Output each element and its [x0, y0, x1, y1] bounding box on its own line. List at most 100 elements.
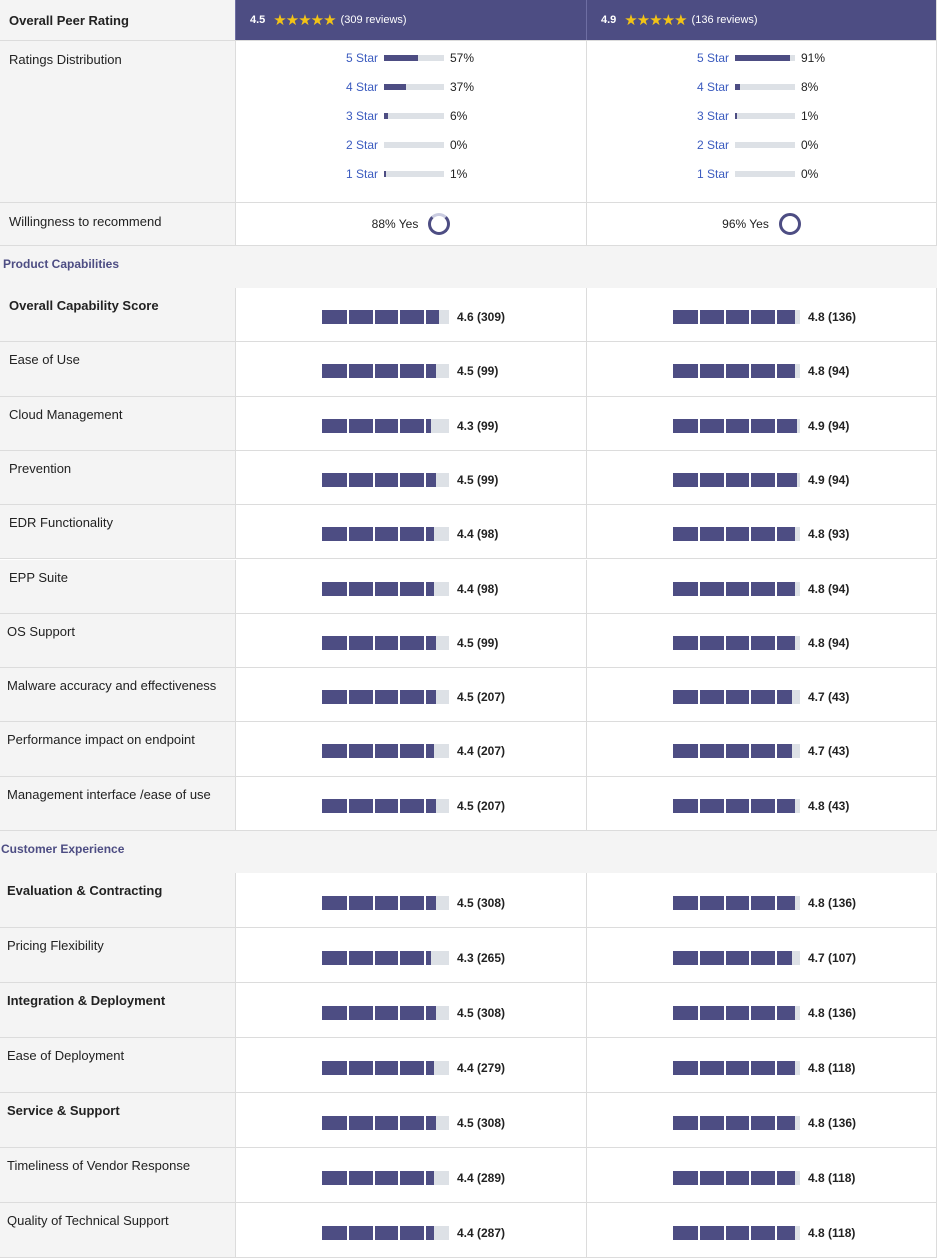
score-bar-divider [749, 527, 752, 542]
score-bar-divider [347, 896, 350, 910]
score-bar-divider [723, 744, 726, 759]
score-text: 4.5 (99) [457, 364, 499, 379]
score-bar-fill [322, 896, 437, 910]
distribution-bar-track [384, 113, 444, 119]
score-bar-divider [347, 1061, 350, 1075]
score-bar-divider [698, 1006, 701, 1020]
star-filter-link[interactable]: 2 Star [345, 138, 378, 152]
score-bar: 4.4 (98) [322, 581, 498, 596]
score-bar-divider [423, 951, 426, 965]
star-filter-link[interactable]: 3 Star [696, 109, 729, 123]
willingness-text: 96% Yes [722, 217, 769, 231]
star-filter-link[interactable]: 1 Star [345, 167, 378, 181]
star-filter-link[interactable]: 5 Star [696, 51, 729, 65]
capability-row: Integration & Deployment 4.5 (308) 4.8 (13… [0, 983, 937, 1038]
score-bar-fill [673, 1116, 795, 1130]
score-bar-divider [749, 690, 752, 705]
score-bar-divider [398, 690, 401, 705]
score-bar-track [673, 472, 800, 487]
ratings-distribution-row: Ratings Distribution 5 Star 57% 4 Star 37% 3… [0, 41, 937, 203]
score-bar: 4.5 (207) [322, 690, 506, 705]
star-filter-link[interactable]: 4 Star [696, 80, 729, 94]
capability-row: Ease of Use 4.5 (99) 4.8 (94) [0, 342, 937, 397]
score-bar-track [322, 418, 449, 433]
vendor-2-reviews[interactable]: (136 reviews) [691, 14, 758, 26]
score-bar-fill [673, 527, 795, 542]
score-bar-divider [372, 310, 375, 324]
capability-label: EDR Functionality [0, 505, 235, 559]
overall-peer-rating-label: Overall Peer Rating [0, 0, 235, 40]
score-bar-fill [673, 951, 793, 965]
score-bar: 4.8 (94) [673, 364, 849, 379]
distribution-bar-track [735, 113, 795, 119]
score-bar-divider [698, 418, 701, 433]
score-bar-track [673, 527, 800, 542]
vendor-1-score-cell: 4.4 (98) [235, 505, 586, 559]
score-bar-divider [372, 472, 375, 487]
distribution-bar-track [384, 84, 444, 90]
star-filter-link[interactable]: 3 Star [345, 109, 378, 123]
score-bar-divider [698, 1116, 701, 1130]
score-bar-track [673, 1006, 800, 1020]
score-text: 4.5 (207) [457, 690, 506, 705]
score-bar: 4.8 (93) [673, 527, 849, 542]
score-bar-divider [423, 690, 426, 705]
vendor-2-score-cell: 4.8 (94) [586, 559, 937, 613]
distribution-percent: 57% [450, 51, 475, 65]
score-bar-divider [398, 418, 401, 433]
score-bar: 4.8 (118) [673, 1061, 855, 1075]
score-text: 4.8 (136) [808, 896, 857, 910]
capability-label: Cloud Management [0, 396, 235, 450]
score-bar-divider [347, 1171, 350, 1185]
capability-row: Prevention 4.5 (99) 4.9 (94) [0, 450, 937, 506]
score-bar: 4.3 (99) [322, 418, 498, 433]
vendor-2-score-cell: 4.8 (118) [586, 1148, 937, 1202]
score-bar-divider [423, 418, 426, 433]
score-bar-divider [423, 896, 426, 910]
distribution-bar-fill [384, 171, 386, 177]
score-bar-divider [749, 1171, 752, 1185]
vendor-1-score-cell: 4.5 (99) [235, 613, 586, 668]
distribution-bar-fill [384, 55, 419, 61]
score-bar-divider [372, 1061, 375, 1075]
score-bar-divider [347, 1226, 350, 1240]
score-bar: 4.4 (287) [322, 1226, 505, 1240]
score-bar: 4.7 (43) [673, 744, 850, 759]
score-bar: 4.8 (118) [673, 1171, 855, 1185]
distribution-bar-fill [384, 84, 407, 90]
score-text: 4.7 (43) [808, 744, 850, 759]
score-bar-divider [423, 1116, 426, 1130]
score-bar-divider [723, 472, 726, 487]
star-filter-link[interactable]: 2 Star [696, 138, 729, 152]
score-bar-divider [372, 635, 375, 650]
vendor-2-score-cell: 4.8 (93) [586, 505, 937, 559]
star-filter-link[interactable]: 1 Star [696, 167, 729, 181]
distribution-bar-track [735, 142, 795, 148]
willingness-row: Willingness to recommend 88% Yes 96% Yes [0, 203, 937, 246]
score-bar-track [322, 896, 449, 910]
vendor-2-score-cell: 4.8 (118) [586, 1203, 937, 1257]
distribution-percent: 1% [801, 109, 819, 123]
vendor-1-reviews[interactable]: (309 reviews) [340, 14, 407, 26]
score-bar-divider [423, 581, 426, 596]
score-bar-divider [423, 744, 426, 759]
score-bar-divider [347, 310, 350, 324]
score-bar-divider [774, 581, 777, 596]
capability-label: Service & Support [0, 1093, 235, 1147]
vendor-2-score-cell: 4.8 (94) [586, 613, 937, 668]
capability-row: Performance impact on endpoint 4.4 (207) 4… [0, 722, 937, 777]
score-bar-track [673, 635, 800, 650]
score-bar: 4.4 (98) [322, 527, 498, 542]
score-bar-divider [749, 310, 752, 324]
star-filter-link[interactable]: 4 Star [345, 80, 378, 94]
score-bar-divider [749, 581, 752, 596]
score-bar: 4.5 (308) [322, 1116, 505, 1130]
score-bar-fill [673, 418, 798, 433]
score-bar: 4.7 (107) [673, 951, 856, 965]
score-bar: 4.9 (94) [673, 472, 849, 487]
vendor-1-score-cell: 4.5 (99) [235, 342, 586, 396]
star-filter-link[interactable]: 5 Star [345, 51, 378, 65]
score-bar-divider [749, 744, 752, 759]
score-text: 4.5 (207) [457, 798, 506, 813]
score-text: 4.8 (118) [808, 1171, 856, 1185]
